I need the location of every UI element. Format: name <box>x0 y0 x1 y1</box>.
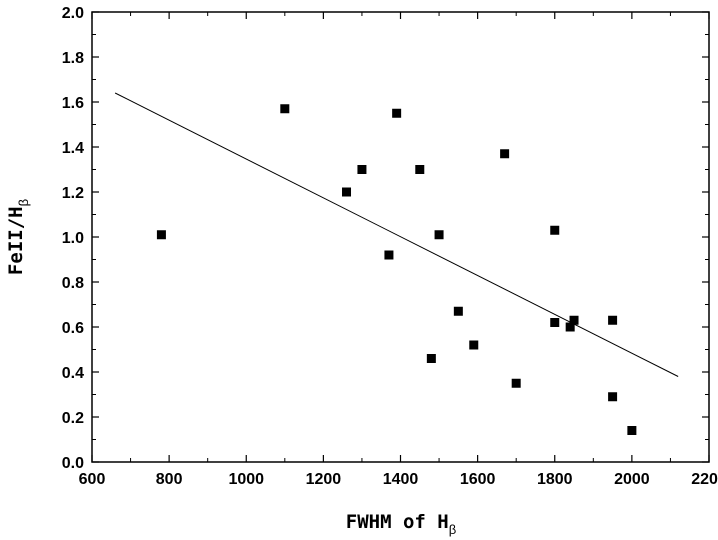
x-tick-label: 1400 <box>383 471 419 488</box>
y-tick-label: 1.0 <box>62 230 84 247</box>
y-tick-label: 0.2 <box>62 410 84 427</box>
data-point <box>511 378 521 388</box>
data-points <box>156 104 637 435</box>
data-point <box>627 426 637 435</box>
data-point <box>608 392 618 402</box>
data-point <box>500 149 510 159</box>
data-point <box>156 230 166 240</box>
y-tick-label: 1.6 <box>62 95 84 112</box>
x-tick-label: 1800 <box>537 471 573 488</box>
data-point <box>342 187 352 197</box>
data-point <box>550 318 560 327</box>
data-point <box>384 250 394 260</box>
data-point <box>550 225 560 235</box>
axis-ticks <box>91 11 710 463</box>
y-tick-label: 0.4 <box>62 365 84 382</box>
data-point <box>434 230 444 240</box>
y-tick-label: 1.4 <box>62 140 84 157</box>
data-point <box>415 165 425 174</box>
y-tick-label: 2.0 <box>62 5 84 22</box>
x-tick-label: 1600 <box>460 471 496 488</box>
data-point <box>280 104 290 114</box>
y-tick-label: 1.8 <box>62 50 84 67</box>
data-point <box>426 354 436 363</box>
x-tick-label: 800 <box>156 471 183 488</box>
x-axis-title: FWHM of Hβ <box>346 511 456 537</box>
data-point <box>608 315 618 325</box>
data-point <box>565 322 575 332</box>
fit-line <box>114 92 679 377</box>
x-tick-label: 600 <box>79 471 106 488</box>
y-tick-label: 0.0 <box>62 455 84 472</box>
y-axis-title-sub: β <box>16 199 31 206</box>
y-axis-title-main: FeII/H <box>5 206 27 275</box>
x-tick-label: 1000 <box>228 471 264 488</box>
y-axis-title: FeII/Hβ <box>5 199 31 275</box>
x-axis-title-main: FWHM of H <box>346 511 449 533</box>
data-point <box>453 306 463 316</box>
y-tick-label: 1.2 <box>62 185 84 202</box>
x-tick-label: 1200 <box>306 471 342 488</box>
x-tick-label: 2000 <box>614 471 650 488</box>
y-tick-label: 0.6 <box>62 320 84 337</box>
data-point <box>569 315 579 325</box>
data-point <box>357 165 367 174</box>
y-tick-label: 0.8 <box>62 275 84 292</box>
data-point <box>392 108 402 118</box>
x-axis-title-sub: β <box>449 522 456 537</box>
fit-line-group <box>114 92 679 377</box>
data-point <box>469 340 479 350</box>
